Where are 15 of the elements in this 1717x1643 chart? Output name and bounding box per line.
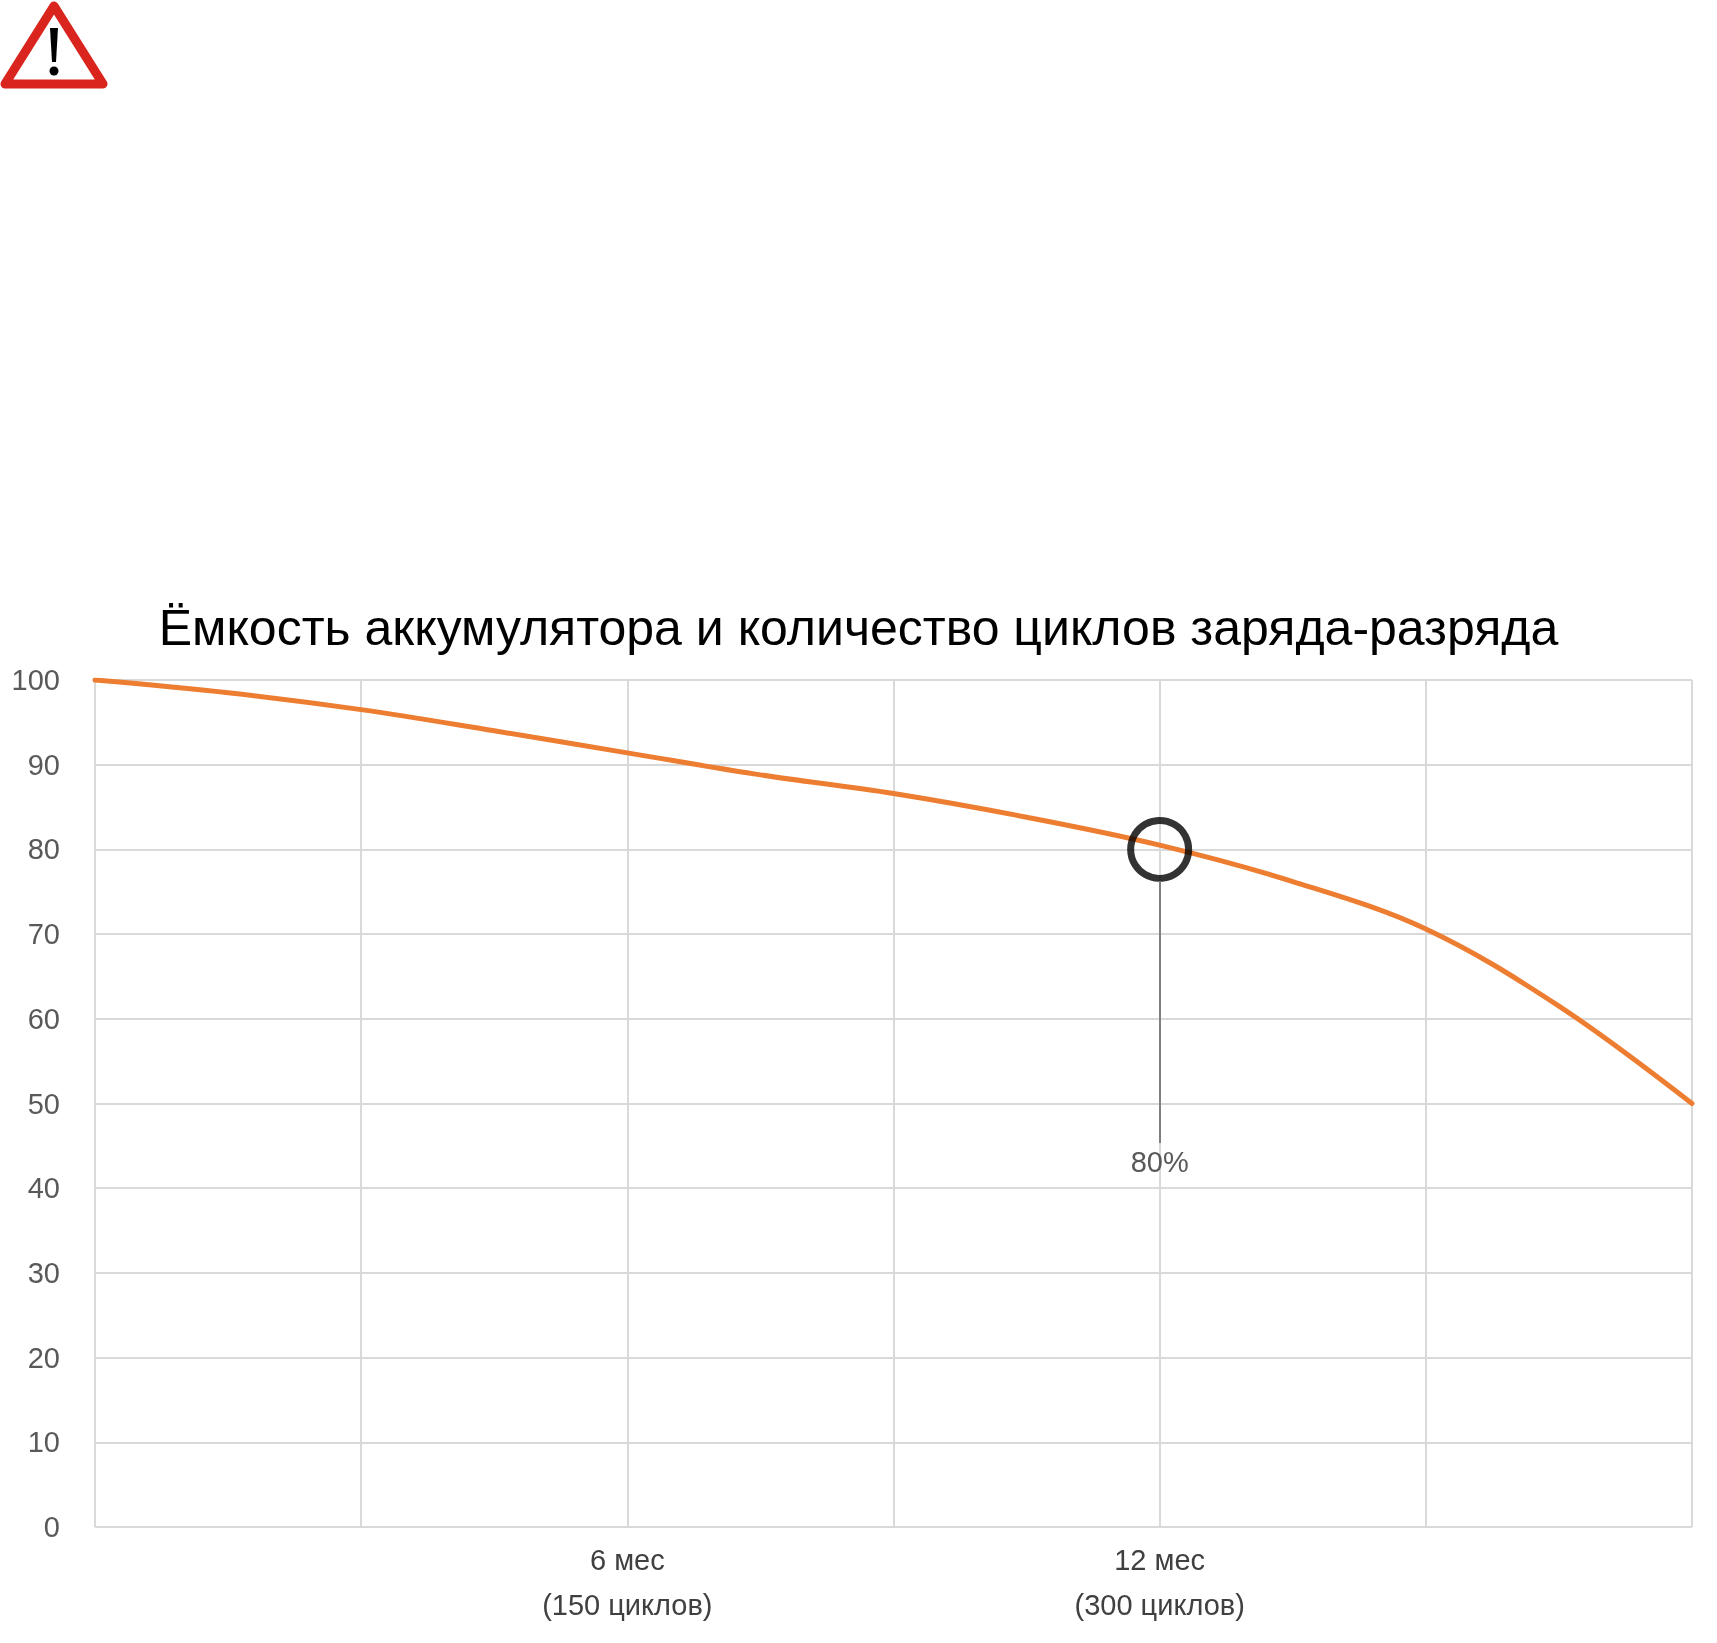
annotation: 80% (1130, 1145, 1189, 1178)
y-tick-label: 20 (27, 1341, 60, 1374)
chart-title: Ёмкость аккумулятора и количество циклов заряда-разряда (158, 600, 1559, 656)
y-tick-label: 10 (27, 1426, 60, 1459)
y-tick-label: 0 (43, 1511, 60, 1543)
y-tick-label: 60 (27, 1002, 60, 1035)
x-tick-label: 6 мес (150 циклов) (542, 1543, 713, 1621)
y-tick-label: 90 (27, 748, 60, 781)
y-tick-label: 30 (27, 1256, 60, 1289)
y-tick-label: 80 (27, 833, 60, 866)
y-tick-label: 100 (11, 664, 60, 696)
y-tick-label: 40 (27, 1172, 60, 1205)
x-tick-label: 12 мес (300 циклов) (1074, 1543, 1245, 1621)
y-tick-label: 50 (27, 1087, 60, 1120)
y-tick-label: 70 (27, 918, 60, 951)
